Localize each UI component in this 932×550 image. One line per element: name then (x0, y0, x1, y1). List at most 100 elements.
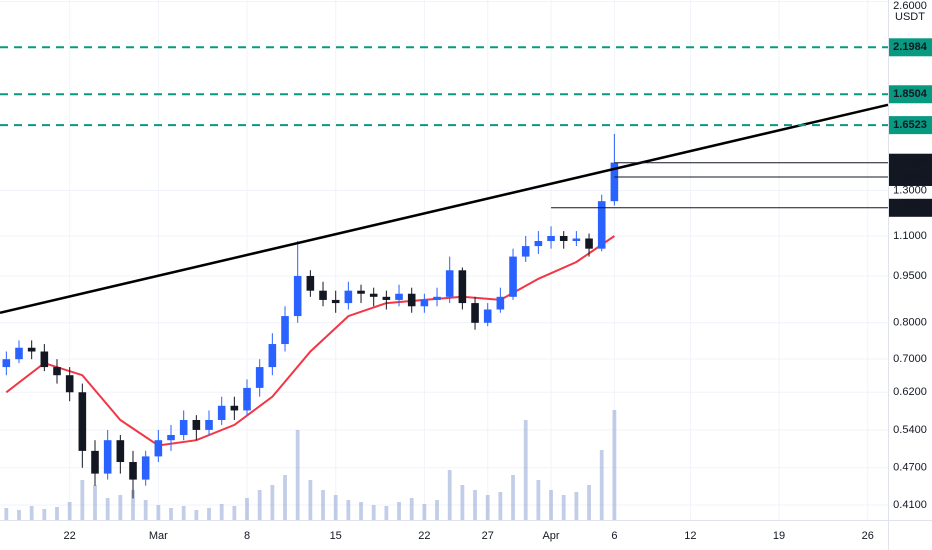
volume-bar (42, 509, 47, 520)
candle-body (27, 347, 36, 352)
volume-bar (549, 490, 553, 520)
volume-bar (574, 492, 579, 520)
price-label: 2.1984 (893, 41, 928, 53)
volume-bar (333, 495, 338, 520)
volume-bar (359, 502, 363, 520)
candle-body (369, 293, 378, 297)
candle-body (547, 236, 555, 242)
y-tick-label: 2.6000 (893, 0, 927, 12)
candle-body (407, 293, 416, 307)
volume-bar (143, 500, 148, 520)
price-label-box (889, 116, 932, 135)
candle-body (2, 359, 11, 368)
candle-body (230, 405, 239, 411)
candle-body (331, 299, 340, 304)
x-tick-label: 19 (773, 530, 785, 542)
x-tick-label: 26 (862, 530, 874, 542)
volume-bar (308, 480, 313, 520)
price-label-box (889, 153, 932, 172)
candle-body (382, 296, 391, 300)
candle-body (167, 435, 175, 441)
candle-body (572, 238, 581, 242)
candle-body (585, 238, 593, 249)
x-tick-label: 22 (418, 530, 430, 542)
candle-body (509, 256, 517, 297)
volume-bar (498, 492, 503, 520)
volume-bar (447, 470, 452, 520)
candle-body (179, 419, 188, 436)
volume-bar (371, 505, 376, 520)
candle-body (559, 236, 568, 242)
candle-body (357, 290, 365, 294)
y-tick-label: 0.7000 (893, 353, 927, 365)
candle-body (496, 296, 505, 310)
candle-body (65, 375, 74, 393)
candle-body (268, 344, 277, 368)
volume-bar (422, 504, 427, 520)
volume-bar (181, 506, 186, 520)
x-tick-label: Mar (149, 530, 168, 542)
volume-bar (587, 485, 591, 520)
unit-label: USDT (895, 11, 925, 23)
x-tick-label: 22 (64, 530, 76, 542)
volume-bar (207, 508, 211, 520)
candle-body (141, 456, 150, 480)
volume-bar (599, 450, 604, 520)
candle-body (91, 450, 99, 474)
candle-body (205, 419, 213, 430)
price-label: 1.2199 (893, 202, 927, 214)
x-tick-label: 6 (611, 530, 617, 542)
candle-body (395, 293, 403, 300)
volume-bar (473, 490, 477, 520)
volume-bar (17, 510, 21, 520)
candle-body (319, 290, 327, 300)
y-tick-label: 0.6200 (893, 386, 927, 398)
candle-body (306, 275, 315, 291)
price-label-box (889, 38, 932, 57)
volume-bar (485, 495, 490, 520)
candle-body (534, 241, 543, 247)
candle-body (610, 162, 619, 202)
candle-body (281, 316, 289, 345)
y-tick-label: 1.1000 (893, 230, 927, 242)
x-tick-label: Apr (542, 530, 559, 542)
price-label: 1.4394 (893, 157, 928, 169)
candle-body (53, 367, 61, 376)
x-tick-label: 8 (244, 530, 250, 542)
volume-bar (194, 510, 199, 520)
candle-body (471, 303, 479, 323)
candle-body (433, 296, 441, 300)
y-tick-label: 0.9500 (893, 270, 927, 282)
trendline (0, 103, 889, 315)
x-tick-label: 27 (482, 530, 494, 542)
candle-body (40, 351, 49, 368)
volume-bar (118, 495, 123, 520)
plot-area (0, 0, 889, 520)
volume-bar (93, 485, 97, 520)
price-label: 1.3660 (893, 171, 927, 183)
y-tick-label: 0.5400 (893, 424, 927, 436)
candle-body (293, 275, 302, 317)
volume-bar (257, 490, 262, 520)
candle-body (243, 387, 251, 411)
y-tick-label: 1.3000 (893, 184, 927, 196)
volume-bar (55, 507, 59, 520)
volume-bar (270, 485, 275, 520)
volume-bar (131, 490, 135, 520)
volume-bar (283, 475, 287, 520)
candle-body (344, 290, 353, 304)
volume-bar (295, 430, 300, 520)
y-tick-label: 0.4100 (893, 499, 927, 511)
candle-body (420, 299, 429, 307)
candle-body (15, 347, 23, 360)
volume-bar (80, 480, 85, 520)
volume-bar (536, 480, 541, 520)
price-label-box (889, 167, 932, 186)
candle-body (521, 246, 530, 257)
candle-body (483, 309, 492, 323)
volume-bar (612, 410, 617, 520)
volume-bar (67, 502, 72, 520)
candle-body (103, 440, 112, 474)
candle-body (217, 405, 226, 420)
volume-bar (409, 498, 414, 520)
